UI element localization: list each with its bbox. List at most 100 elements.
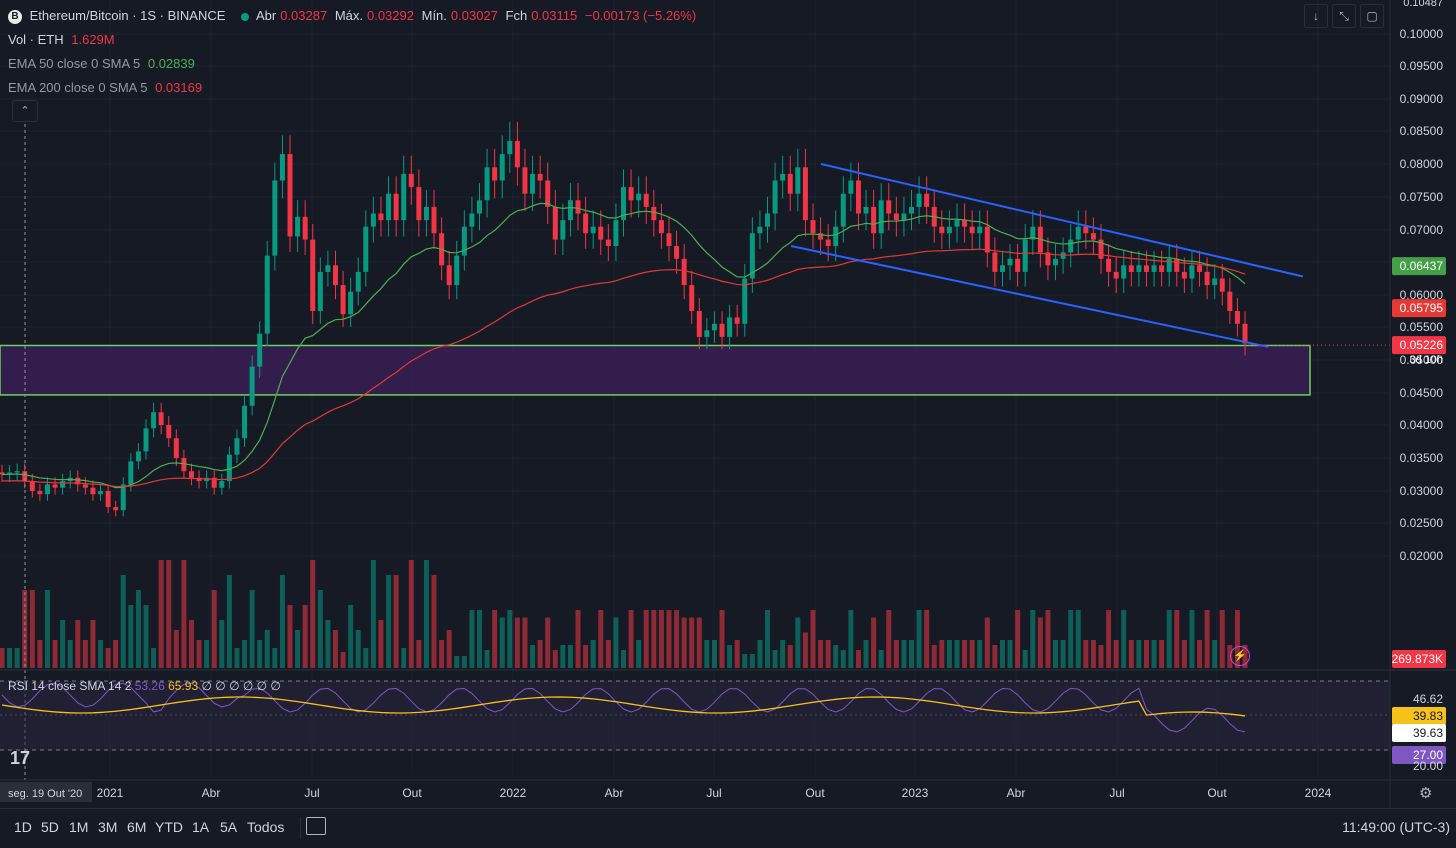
volume-bar xyxy=(666,610,672,668)
candle-body xyxy=(188,471,194,478)
volume-bar xyxy=(605,640,611,668)
open-label: Abr xyxy=(255,8,277,23)
volume-bar xyxy=(643,610,649,668)
ema50-label[interactable]: EMA 50 close 0 SMA 5 xyxy=(8,56,141,71)
y-tick-label: 0.06000 xyxy=(1400,288,1444,302)
y-tick-label: 0.04500 xyxy=(1400,386,1444,400)
volume-bar xyxy=(833,645,839,668)
volume-bar xyxy=(52,640,58,668)
candle-body xyxy=(871,206,877,234)
volume-bar xyxy=(863,640,869,668)
flash-icon[interactable]: ⚡ xyxy=(1230,646,1250,666)
timeframe-todos[interactable]: Todos xyxy=(247,819,285,835)
candle-body xyxy=(264,255,270,334)
volume-bar xyxy=(962,640,968,668)
candle-body xyxy=(484,167,490,201)
candle-body xyxy=(226,454,232,482)
candle-body xyxy=(7,472,13,475)
candle-body xyxy=(681,258,687,286)
candle-body xyxy=(75,477,81,485)
timeframe-6m[interactable]: 6M xyxy=(127,819,147,835)
ema200-label[interactable]: EMA 200 close 0 SMA 5 xyxy=(8,80,148,95)
candle-body xyxy=(143,428,149,452)
volume-bar xyxy=(287,605,293,668)
candle-body xyxy=(1136,265,1142,272)
volume-bar xyxy=(787,645,793,668)
volume-bar xyxy=(211,590,217,668)
volume-bar xyxy=(242,640,248,668)
candle-body xyxy=(257,333,263,367)
volume-bar xyxy=(461,656,467,668)
candle-body xyxy=(423,206,429,221)
down-arrow-icon[interactable]: ↓ xyxy=(1304,4,1328,28)
volume-bar xyxy=(628,610,634,668)
symbol-title[interactable]: Ethereum/Bitcoin · 1S · BINANCE xyxy=(29,8,226,23)
volume-bar xyxy=(598,610,604,668)
timeframe-5a[interactable]: 5A xyxy=(220,819,238,835)
volume-bar xyxy=(302,605,308,668)
collapse-icon[interactable]: ⤡ xyxy=(1332,4,1356,28)
volume-bar xyxy=(514,617,520,668)
candle-body xyxy=(401,173,407,221)
volume-bar xyxy=(279,575,285,668)
volume-bar xyxy=(310,560,316,668)
volume-label[interactable]: Vol · ETH xyxy=(8,32,64,47)
candle-body xyxy=(1204,271,1210,286)
tradingview-logo-icon[interactable]: 17 xyxy=(10,748,31,768)
gear-icon[interactable]: ⚙ xyxy=(1419,785,1433,802)
low-value: 0.03027 xyxy=(450,8,498,23)
ema200-value: 0.03169 xyxy=(155,80,203,95)
timeframe-1a[interactable]: 1A xyxy=(192,819,210,835)
rsi-label[interactable]: RSI 14 close SMA 14 2 xyxy=(8,679,132,693)
volume-bar xyxy=(1159,640,1165,668)
close-value: 0.03115 xyxy=(531,8,578,23)
high-value: 0.03292 xyxy=(366,8,414,23)
candle-body xyxy=(636,193,642,201)
volume-value: 1.629M xyxy=(71,32,115,47)
candle-body xyxy=(1113,271,1119,279)
calendar-icon[interactable] xyxy=(306,817,326,835)
date-badge-bg xyxy=(0,782,92,802)
timeframe-1m[interactable]: 1M xyxy=(69,819,89,835)
volume-bar xyxy=(840,650,846,668)
candle-body xyxy=(1090,233,1096,240)
volume-bar xyxy=(522,617,528,668)
x-tick-label: 2023 xyxy=(902,786,929,800)
candle-body xyxy=(1030,226,1036,240)
fullscreen-icon[interactable]: ▢ xyxy=(1360,4,1384,28)
timeframe-3m[interactable]: 3M xyxy=(98,819,118,835)
collapse-legend-button[interactable]: ⌃ xyxy=(12,100,38,122)
y-tick-label: 0.04000 xyxy=(1400,418,1444,432)
candle-body xyxy=(514,140,520,168)
volume-bar xyxy=(408,560,414,668)
candle-body xyxy=(219,481,225,488)
chart-canvas[interactable]: 0.02000 0.02500 0.03000 0.03500 0.04000 0.045… xyxy=(0,0,1456,808)
timeframe-ytd[interactable]: YTD xyxy=(155,819,183,835)
x-tick-label: 2021 xyxy=(97,786,124,800)
candle-body xyxy=(1151,265,1157,272)
candle-body xyxy=(977,226,983,234)
volume-bar xyxy=(1083,640,1089,668)
volume-bar xyxy=(1037,617,1043,668)
volume-bar xyxy=(226,575,232,668)
timeframe-1d[interactable]: 1D xyxy=(14,819,32,835)
clock[interactable]: 11:49:00 (UTC-3) xyxy=(1342,819,1450,835)
timeframe-5d[interactable]: 5D xyxy=(41,819,59,835)
candle-body xyxy=(249,366,255,406)
market-status-dot xyxy=(241,12,250,21)
candle-body xyxy=(469,213,475,227)
volume-bar xyxy=(810,610,816,668)
volume-bar xyxy=(446,630,452,668)
rsi-scale-mid: 39.63 xyxy=(1413,726,1443,740)
y-tick-label: 0.05500 xyxy=(1400,320,1444,334)
y-tick-label: 0.10000 xyxy=(1400,27,1444,41)
candle-body xyxy=(1143,265,1149,272)
candle-body xyxy=(1181,271,1187,279)
candle-body xyxy=(1166,258,1172,272)
volume-bar xyxy=(658,610,664,668)
volume-bar xyxy=(135,590,141,668)
rsi-ma-label-bg xyxy=(1392,707,1446,725)
volume-bar xyxy=(711,640,717,668)
x-tick-label: Jul xyxy=(304,786,319,800)
candle-body xyxy=(393,193,399,221)
